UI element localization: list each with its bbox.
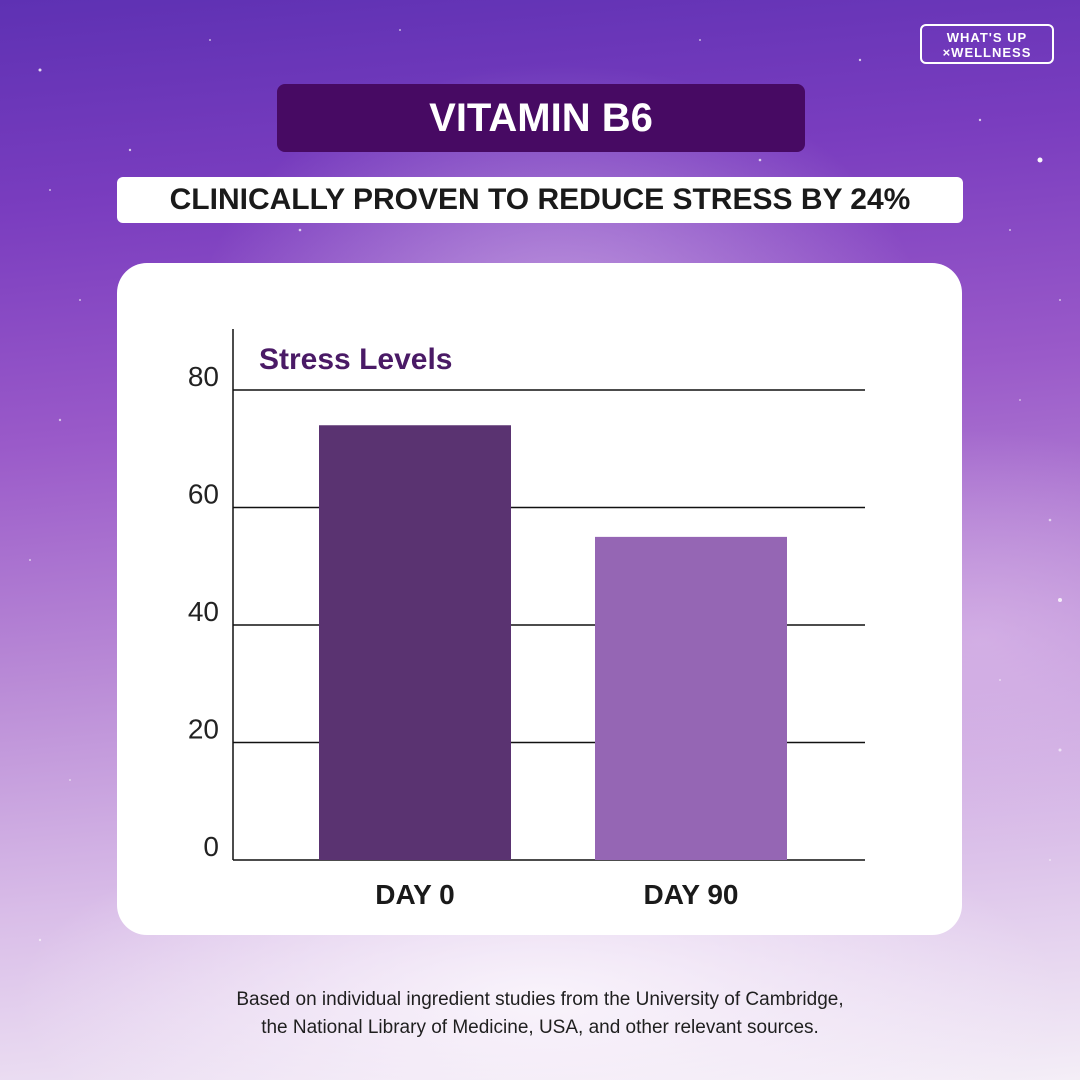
y-tick-label: 40 bbox=[188, 596, 219, 627]
footnote-line2: the National Library of Medicine, USA, a… bbox=[261, 1017, 819, 1038]
footnote: Based on individual ingredient studies f… bbox=[0, 986, 1080, 1042]
x-tick-label: DAY 90 bbox=[644, 879, 739, 910]
bar-day-0 bbox=[319, 425, 511, 860]
y-tick-label: 80 bbox=[188, 361, 219, 392]
bar-chart: Stress Levels 0 20 40 60 80 DAY 0 DAY 90 bbox=[188, 329, 865, 910]
chart-title: Stress Levels bbox=[259, 343, 452, 376]
brand-logo: WHAT'S UP ×WELLNESS bbox=[920, 24, 1054, 64]
brand-logo-line2: ×WELLNESS bbox=[942, 45, 1032, 60]
bar-day-90 bbox=[595, 536, 787, 860]
y-tick-label: 20 bbox=[188, 714, 219, 745]
footnote-line1: Based on individual ingredient studies f… bbox=[236, 989, 844, 1010]
y-tick-label: 0 bbox=[203, 831, 219, 862]
page-title: VITAMIN B6 bbox=[277, 84, 805, 152]
page-subtitle: CLINICALLY PROVEN TO REDUCE STRESS BY 24… bbox=[117, 177, 963, 223]
y-tick-label: 60 bbox=[188, 479, 219, 510]
brand-logo-line1: WHAT'S UP bbox=[946, 30, 1028, 45]
x-tick-label: DAY 0 bbox=[375, 879, 454, 910]
chart-card bbox=[117, 263, 962, 935]
